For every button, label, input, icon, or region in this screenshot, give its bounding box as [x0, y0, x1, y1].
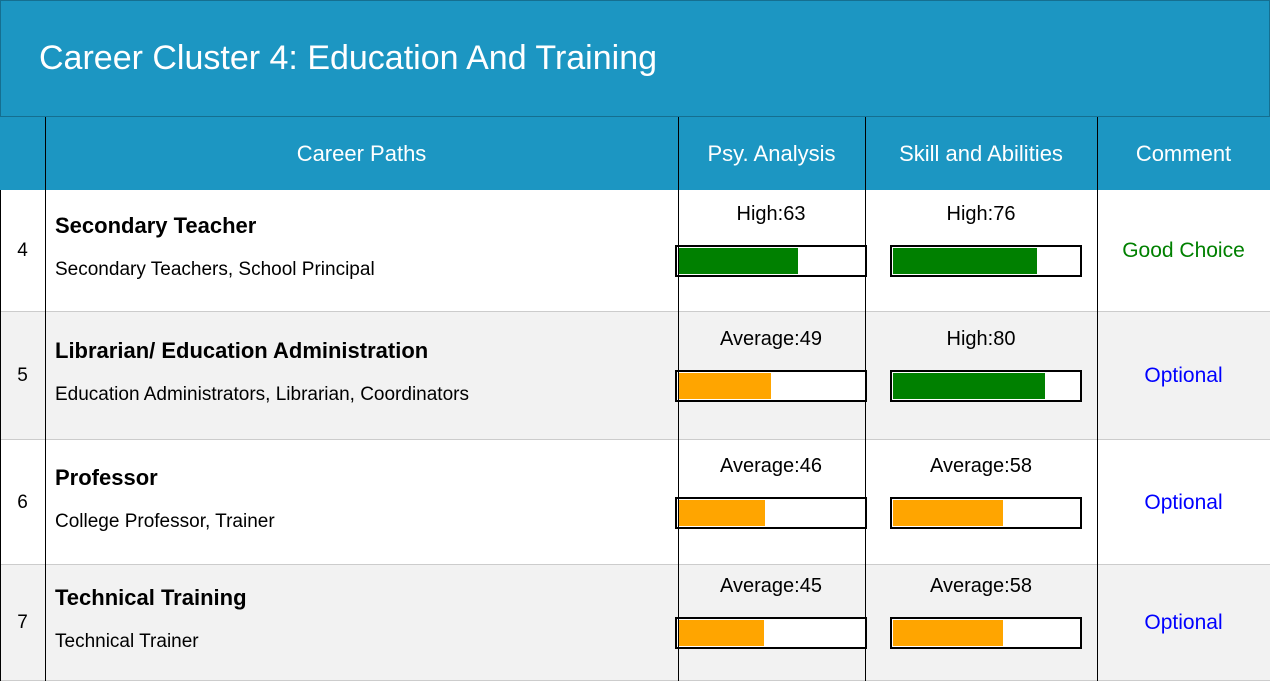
divider — [678, 440, 679, 565]
divider — [1097, 117, 1098, 190]
skill-label: Average:58 — [930, 454, 1032, 477]
psy-label: Average:45 — [720, 575, 822, 597]
skill-label: High:76 — [946, 203, 1016, 225]
skill-bar — [893, 620, 1004, 646]
row-number: 5 — [17, 365, 28, 386]
psy-bar-track — [675, 245, 867, 277]
career-title: Secondary Teacher — [55, 213, 257, 238]
column-title: Career Paths — [296, 140, 427, 166]
title: Career Cluster 4: Education And Training — [39, 39, 658, 77]
comment: Optional — [1144, 364, 1223, 387]
table-row: 5 Librarian/ Education Administration Educ… — [0, 312, 1270, 440]
divider — [0, 565, 1, 681]
row-number: 7 — [17, 612, 28, 633]
column-title: Psy. Analysis — [707, 140, 836, 166]
divider — [865, 312, 866, 440]
psy-bar — [678, 373, 772, 399]
psy-bar-track — [675, 496, 867, 529]
divider — [865, 117, 866, 190]
career-title: Librarian/ Education Administration — [55, 338, 429, 363]
psy-label: Average:46 — [720, 454, 822, 477]
divider — [0, 312, 1, 440]
divider — [45, 312, 46, 440]
divider — [45, 190, 46, 312]
skill-label: Average:58 — [930, 575, 1032, 597]
divider — [865, 440, 866, 565]
psy-bar — [678, 499, 766, 526]
career-subtitle: Secondary Teachers, School Principal — [55, 259, 375, 280]
psy-bar — [678, 620, 764, 646]
divider — [678, 190, 679, 312]
row-number: 4 — [17, 240, 28, 261]
skill-label: High:80 — [946, 328, 1016, 350]
table-row: 6 Professor College Professor, Trainer Aver… — [0, 440, 1270, 565]
psy-bar-track — [675, 617, 867, 649]
comment: Good Choice — [1122, 239, 1245, 262]
divider — [45, 117, 46, 190]
table-row: 7 Technical Training Technical Trainer Aver… — [0, 565, 1270, 681]
column-header: Career Paths Psy. Analysis Skill and Abili… — [0, 117, 1270, 190]
psy-bar — [678, 248, 798, 274]
skill-bar-track — [890, 617, 1082, 649]
title-bar: Career Cluster 4: Education And Training — [0, 0, 1270, 117]
divider — [1097, 565, 1098, 681]
column-title: Skill and Abilities — [899, 140, 1063, 166]
table-row: 4 Secondary Teacher Secondary Teachers, Sc… — [0, 190, 1270, 312]
skill-bar — [893, 373, 1045, 399]
divider — [0, 190, 1, 312]
divider — [865, 190, 866, 312]
divider — [1097, 190, 1098, 312]
skill-bar-track — [890, 245, 1082, 277]
divider — [45, 440, 46, 565]
divider — [1097, 312, 1098, 440]
career-title: Technical Training — [55, 585, 247, 610]
psy-label: High:63 — [736, 203, 806, 225]
skill-bar — [893, 248, 1038, 274]
skill-bar-track — [890, 496, 1082, 529]
career-subtitle: Technical Trainer — [55, 631, 199, 652]
divider — [678, 565, 679, 681]
divider — [678, 117, 679, 190]
comment: Optional — [1144, 611, 1223, 634]
divider — [1097, 440, 1098, 565]
career-title: Professor — [55, 464, 158, 490]
career-subtitle: College Professor, Trainer — [55, 510, 275, 532]
skill-bar-track — [890, 370, 1082, 402]
psy-label: Average:49 — [720, 328, 822, 350]
comment: Optional — [1144, 490, 1223, 514]
column-title: Comment — [1135, 140, 1232, 166]
skill-bar — [893, 499, 1004, 526]
divider — [678, 312, 679, 440]
psy-bar-track — [675, 370, 867, 402]
career-subtitle: Education Administrators, Librarian, Coo… — [55, 384, 469, 405]
row-number: 6 — [17, 491, 28, 513]
divider — [0, 440, 1, 565]
divider — [865, 565, 866, 681]
divider — [45, 565, 46, 681]
